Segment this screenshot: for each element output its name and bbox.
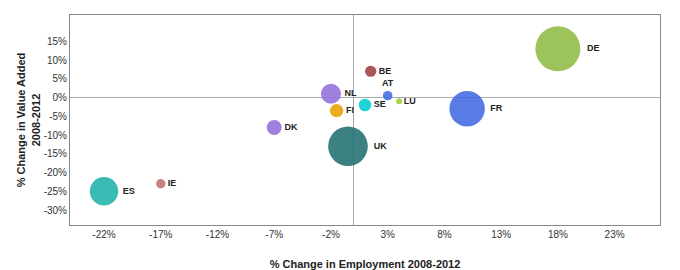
svg-text:5%: 5%: [53, 73, 68, 84]
svg-text:LU: LU: [404, 96, 416, 106]
svg-text:% Change in Employment 2008-20: % Change in Employment 2008-2012: [270, 258, 461, 270]
svg-text:23%: 23%: [605, 229, 625, 240]
svg-text:-30%: -30%: [44, 205, 67, 216]
svg-text:NL: NL: [345, 88, 357, 98]
svg-text:UK: UK: [374, 141, 387, 151]
svg-text:SE: SE: [374, 99, 386, 109]
svg-text:15%: 15%: [47, 36, 67, 47]
svg-text:-5%: -5%: [49, 111, 67, 122]
svg-text:-17%: -17%: [149, 229, 172, 240]
svg-text:IE: IE: [168, 178, 177, 188]
svg-text:-2%: -2%: [322, 229, 340, 240]
svg-text:FI: FI: [346, 105, 354, 115]
svg-text:0%: 0%: [53, 92, 68, 103]
svg-text:10%: 10%: [47, 55, 67, 66]
svg-text:3%: 3%: [380, 229, 395, 240]
svg-text:ES: ES: [123, 186, 135, 196]
svg-text:% Change in Value Added2008-20: % Change in Value Added2008-2012: [15, 53, 41, 188]
svg-text:FR: FR: [490, 103, 502, 113]
svg-text:-20%: -20%: [44, 167, 67, 178]
svg-text:-15%: -15%: [44, 148, 67, 159]
svg-text:18%: 18%: [548, 229, 568, 240]
svg-text:-7%: -7%: [265, 229, 283, 240]
svg-text:DE: DE: [587, 43, 600, 53]
svg-text:BE: BE: [379, 66, 392, 76]
svg-text:-25%: -25%: [44, 186, 67, 197]
svg-text:AT: AT: [382, 78, 394, 88]
svg-text:13%: 13%: [491, 229, 511, 240]
svg-text:8%: 8%: [437, 229, 452, 240]
svg-text:-10%: -10%: [44, 130, 67, 141]
svg-text:DK: DK: [285, 122, 298, 132]
svg-text:-12%: -12%: [206, 229, 229, 240]
svg-text:-22%: -22%: [92, 229, 115, 240]
